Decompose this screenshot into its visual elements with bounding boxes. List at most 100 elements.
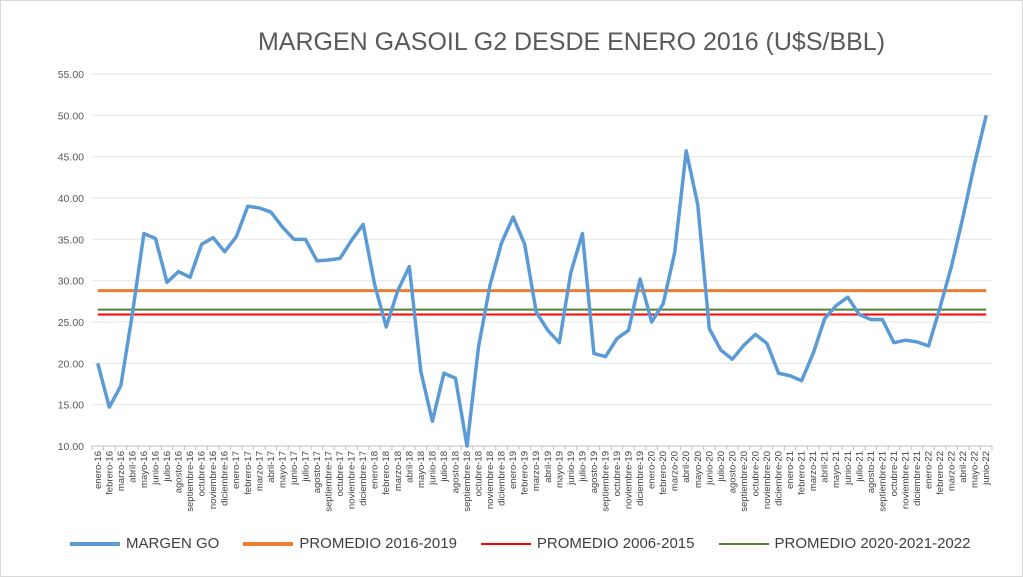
x-tick-label: junio-16 <box>150 451 161 486</box>
legend-label: MARGEN GO <box>126 535 220 552</box>
y-tick-label: 30.00 <box>58 276 84 288</box>
x-tick-label: septiembre-21 <box>877 451 888 512</box>
x-tick-label: mayo-22 <box>970 451 981 488</box>
legend-item-promedio-2006-2015: PROMEDIO 2006-2015 <box>480 535 695 552</box>
x-tick-label: agosto-17 <box>312 451 323 493</box>
legend-swatch <box>243 541 294 546</box>
x-tick-label: abril-17 <box>266 451 277 483</box>
x-tick-label: septiembre-16 <box>185 451 196 512</box>
x-tick-label: marzo-18 <box>393 451 404 491</box>
x-tick-label: octubre-19 <box>612 451 623 496</box>
x-tick-label: abril-21 <box>820 451 831 483</box>
y-tick-label: 55.00 <box>58 69 84 81</box>
legend-label: PROMEDIO 2020-2021-2022 <box>774 535 971 552</box>
y-tick-label: 15.00 <box>58 400 84 412</box>
x-tick-label: marzo-22 <box>947 451 958 491</box>
x-tick-label: julio-20 <box>716 451 727 483</box>
x-tick-label: agosto-20 <box>727 451 738 493</box>
y-tick-label: 10.00 <box>58 441 84 453</box>
x-tick-label: septiembre-19 <box>600 451 611 512</box>
x-tick-label: junio-19 <box>566 451 577 486</box>
x-tick-label: octubre-21 <box>889 451 900 496</box>
x-tick-label: enero-17 <box>231 451 242 489</box>
x-tick-label: abril-22 <box>958 451 969 483</box>
x-tick-label: febrero-19 <box>520 451 531 495</box>
y-tick-label: 50.00 <box>58 110 84 122</box>
x-tick-label: julio-17 <box>300 451 311 483</box>
x-tick-label: octubre-20 <box>750 451 761 496</box>
x-tick-label: julio-18 <box>439 451 450 483</box>
x-tick-label: enero-18 <box>370 451 381 489</box>
x-tick-label: noviembre-20 <box>762 451 773 509</box>
x-tick-label: abril-20 <box>681 451 692 483</box>
legend: MARGEN GO PROMEDIO 2016-2019 PROMEDIO 20… <box>70 535 970 552</box>
x-tick-label: abril-19 <box>543 451 554 483</box>
y-tick-label: 20.00 <box>58 358 84 370</box>
x-tick-label: agosto-19 <box>589 451 600 493</box>
x-tick-label: mayo-16 <box>139 451 150 488</box>
x-tick-label: abril-18 <box>404 451 415 483</box>
x-tick-label: marzo-21 <box>808 451 819 491</box>
x-tick-label: marzo-20 <box>670 451 681 491</box>
x-tick-label: diciembre-17 <box>358 451 369 506</box>
x-tick-label: enero-21 <box>785 451 796 489</box>
x-tick-label: octubre-17 <box>335 451 346 496</box>
x-tick-label: mayo-17 <box>277 451 288 488</box>
x-tick-label: mayo-20 <box>693 451 704 488</box>
x-tick-label: septiembre-20 <box>739 451 750 512</box>
x-tick-label: junio-17 <box>289 451 300 486</box>
x-tick-label: octubre-16 <box>197 451 208 496</box>
x-tick-label: noviembre-17 <box>347 451 358 509</box>
x-tick-label: marzo-17 <box>254 451 265 491</box>
x-tick-label: febrero-17 <box>243 451 254 495</box>
x-tick-label: julio-16 <box>162 451 173 483</box>
x-tick-label: noviembre-19 <box>624 451 635 509</box>
legend-item-promedio-2016-2019: PROMEDIO 2016-2019 <box>243 535 457 552</box>
x-tick-label: marzo-16 <box>116 451 127 491</box>
x-tick-label: noviembre-18 <box>485 451 496 509</box>
legend-swatch <box>70 541 120 546</box>
x-tick-label: agosto-21 <box>866 451 877 493</box>
x-tick-label: febrero-16 <box>104 451 115 495</box>
x-tick-label: febrero-22 <box>935 451 946 495</box>
x-tick-label: mayo-19 <box>554 451 565 488</box>
x-tick-label: septiembre-17 <box>324 451 335 512</box>
x-tick-label: enero-16 <box>93 451 104 489</box>
x-tick-label: noviembre-16 <box>208 451 219 509</box>
x-tick-label: enero-22 <box>924 451 935 489</box>
x-tick-label: junio-21 <box>843 451 854 486</box>
legend-label: PROMEDIO 2006-2015 <box>536 535 695 552</box>
x-tick-label: junio-20 <box>704 451 715 486</box>
x-tick-label: mayo-18 <box>416 451 427 488</box>
x-tick-label: octubre-18 <box>474 451 485 496</box>
y-tick-label: 45.00 <box>58 152 84 164</box>
x-tick-label: febrero-18 <box>381 451 392 495</box>
x-tick-label: febrero-20 <box>658 451 669 495</box>
x-tick-label: febrero-21 <box>797 451 808 495</box>
x-tick-label: noviembre-21 <box>900 451 911 509</box>
legend-label: PROMEDIO 2016-2019 <box>299 535 457 552</box>
y-tick-label: 35.00 <box>58 234 84 246</box>
y-tick-label: 40.00 <box>58 193 84 205</box>
legend-swatch <box>718 542 769 545</box>
x-tick-label: diciembre-20 <box>774 451 785 506</box>
x-tick-label: diciembre-18 <box>497 451 508 506</box>
legend-swatch <box>480 542 531 545</box>
x-tick-label: julio-21 <box>854 451 865 483</box>
x-tick-label: marzo-19 <box>531 451 542 491</box>
x-tick-label: diciembre-16 <box>220 451 231 506</box>
x-tick-label: junio-18 <box>427 451 438 486</box>
x-tick-label: julio-19 <box>577 451 588 483</box>
x-tick-label: junio-22 <box>981 451 992 486</box>
chart-title: MARGEN GASOIL G2 DESDE ENERO 2016 (U$S/B… <box>257 28 886 56</box>
x-tick-label: agosto-18 <box>450 451 461 493</box>
x-tick-label: diciembre-19 <box>635 451 646 506</box>
x-tick-label: abril-16 <box>127 451 138 483</box>
x-tick-label: agosto-16 <box>174 451 185 493</box>
legend-item-promedio-2020-2022: PROMEDIO 2020-2021-2022 <box>718 535 971 552</box>
x-tick-label: enero-20 <box>647 451 658 489</box>
x-tick-label: septiembre-18 <box>462 451 473 512</box>
x-tick-label: enero-19 <box>508 451 519 489</box>
y-tick-label: 25.00 <box>58 317 84 329</box>
